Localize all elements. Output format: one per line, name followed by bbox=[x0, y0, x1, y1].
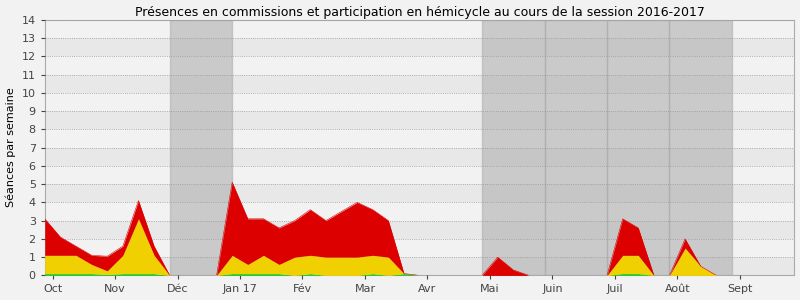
Bar bbox=[545, 20, 607, 275]
Bar bbox=[45, 148, 794, 166]
Bar bbox=[45, 111, 794, 129]
Bar bbox=[45, 20, 794, 38]
Bar bbox=[170, 20, 232, 275]
Bar bbox=[45, 38, 794, 56]
Bar bbox=[45, 129, 794, 148]
Title: Présences en commissions et participation en hémicycle au cours de la session 20: Présences en commissions et participatio… bbox=[134, 6, 705, 19]
Bar bbox=[45, 2, 794, 20]
Bar bbox=[45, 202, 794, 220]
Bar bbox=[45, 56, 794, 74]
Bar bbox=[482, 20, 545, 275]
Bar bbox=[45, 239, 794, 257]
Bar bbox=[45, 220, 794, 239]
Bar bbox=[670, 20, 732, 275]
Bar bbox=[45, 74, 794, 93]
Bar bbox=[45, 257, 794, 275]
Bar bbox=[45, 166, 794, 184]
Bar bbox=[45, 93, 794, 111]
Bar bbox=[45, 184, 794, 202]
Y-axis label: Séances par semaine: Séances par semaine bbox=[6, 88, 16, 207]
Bar bbox=[607, 20, 670, 275]
